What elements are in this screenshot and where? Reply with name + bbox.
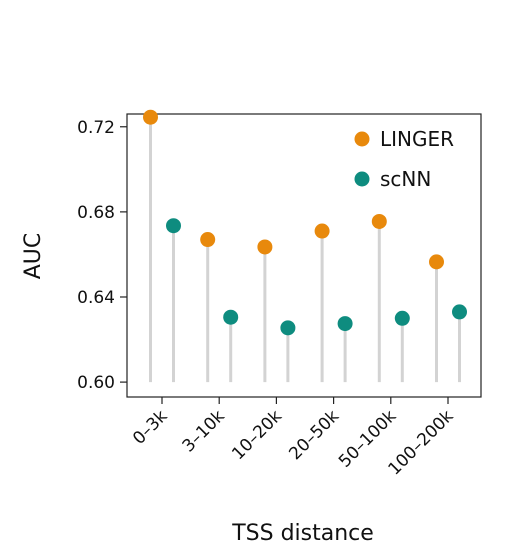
point-scnn-2 <box>280 320 296 336</box>
legend-label-linger: LINGER <box>380 127 454 151</box>
y-tick-label-1: 0.64 <box>77 288 115 308</box>
point-scnn-0 <box>166 218 181 234</box>
point-linger-5 <box>429 254 444 270</box>
legend-label-scnn: scNN <box>380 167 431 191</box>
y-tick-label-2: 0.68 <box>77 203 115 223</box>
point-linger-3 <box>314 223 330 239</box>
points-layer <box>143 109 467 336</box>
point-linger-1 <box>200 232 216 248</box>
point-scnn-1 <box>223 309 239 325</box>
y-axis: 0.60 0.64 0.68 0.72 <box>77 118 127 393</box>
plot-area-frame <box>126 113 482 398</box>
y-axis-label: AUC <box>21 233 46 280</box>
legend-marker-linger <box>354 131 370 147</box>
y-tick-label-3: 0.72 <box>77 118 115 138</box>
point-scnn-5 <box>452 304 467 320</box>
legend: LINGER scNN <box>354 127 454 191</box>
point-linger-2 <box>257 239 273 255</box>
y-tick-label-0: 0.60 <box>77 373 115 393</box>
point-linger-4 <box>371 213 387 229</box>
point-scnn-3 <box>337 316 353 332</box>
point-scnn-4 <box>394 310 410 326</box>
x-axis-label: TSS distance <box>231 521 374 546</box>
x-tick-label-2: 10–20k <box>228 406 286 464</box>
x-tick-label-1: 3–10k <box>179 406 229 456</box>
x-tick-label-0: 0–3k <box>129 406 172 449</box>
x-tick-label-3: 20–50k <box>285 406 343 464</box>
legend-marker-scnn <box>354 171 370 187</box>
stems-layer <box>149 117 461 383</box>
point-linger-0 <box>143 109 158 125</box>
